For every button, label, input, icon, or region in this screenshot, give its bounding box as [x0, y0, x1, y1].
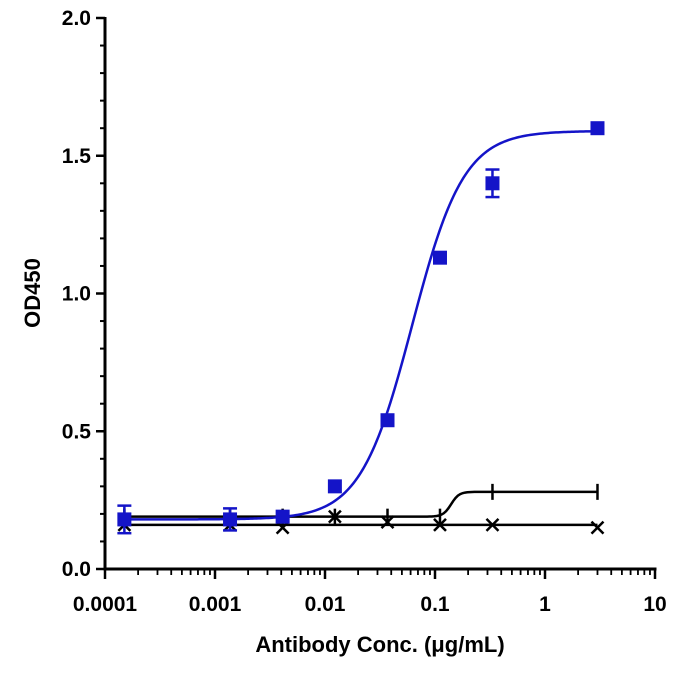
x-axis-title: Antibody Conc. (μg/mL): [255, 632, 504, 657]
series-2-point-stroke: [433, 518, 447, 532]
series-2-point: [380, 515, 395, 530]
series-2-point: [328, 509, 342, 524]
series-2-point: [433, 518, 447, 532]
x-tick-label: 0.001: [189, 593, 242, 616]
y-tick-label: 1.0: [62, 283, 91, 306]
series-2-point-stroke: [380, 515, 395, 530]
series-3-fit-line: [124, 490, 598, 518]
x-tick-label: 0.01: [305, 593, 346, 616]
series-1-point: [275, 509, 290, 524]
series-1-point: [590, 121, 605, 136]
series-1-point: [380, 413, 395, 428]
series-2-point-stroke: [485, 518, 500, 532]
series-2-point-stroke: [328, 509, 342, 524]
axes: 0.0 0.5 1.0 1.5 2.0 0.0001 0.001 0.01 0.1 1 10: [62, 7, 667, 616]
series-2-point: [485, 518, 500, 532]
series-1-point: [223, 512, 238, 527]
x-tick-label: 1: [539, 593, 551, 616]
series-1-fit-line: [124, 130, 598, 521]
series-1-point: [117, 512, 132, 527]
series-2-point-stroke: [275, 520, 290, 535]
y-tick-label: 2.0: [62, 7, 91, 30]
y-axis-title: OD450: [20, 258, 45, 328]
y-tick-label: 1.5: [62, 145, 92, 168]
plot-area: [117, 121, 605, 535]
x-tick-label: 0.1: [420, 593, 450, 616]
series-1-point: [485, 176, 500, 191]
series-2-point: [590, 520, 605, 535]
series-2-point-stroke: [590, 520, 605, 535]
x-tick-label: 10: [643, 593, 666, 616]
y-tick-label: 0.5: [62, 420, 92, 443]
series-2-point: [275, 520, 290, 535]
series-1-point: [432, 250, 447, 265]
x-tick-label: 0.0001: [73, 593, 138, 616]
y-tick-label: 0.0: [62, 558, 91, 581]
series-1-point: [327, 479, 342, 494]
